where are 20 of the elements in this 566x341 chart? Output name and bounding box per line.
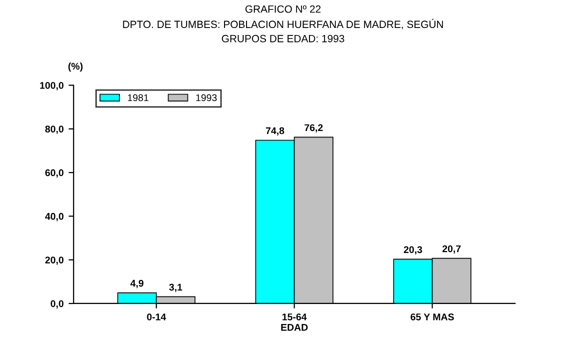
legend-label: 1981: [128, 94, 148, 102]
x-axis-title: EDAD: [281, 324, 308, 331]
data-label: 76,2: [304, 124, 323, 133]
y-axis-title: (%): [68, 62, 83, 72]
y-tick-label: 20,0: [45, 256, 64, 265]
data-label: 74,8: [266, 127, 284, 136]
legend-label: 1993: [196, 94, 217, 102]
data-label: 20,3: [404, 246, 422, 255]
y-tick-label: 60,0: [45, 169, 64, 178]
y-tick-label: 40,0: [45, 212, 64, 222]
data-label: 20,7: [442, 245, 461, 254]
data-label: 3,1: [169, 284, 182, 292]
data-label: 4,9: [130, 280, 144, 288]
y-tick-label: 80,0: [45, 126, 64, 134]
chart-title: GRAFICO Nº 22 DPTO. DE TUMBES: POBLACION HUERFANA DE MADRE, SEGÚN GRUPOS DE EDAD: 1993: [123, 5, 443, 42]
y-tick-label: 0,0: [50, 300, 64, 309]
x-tick-label: 65 Y MAS: [410, 313, 454, 320]
x-tick-label: 15-64: [282, 313, 307, 320]
x-tick-label: 0-14: [147, 313, 166, 320]
y-tick-label: 100,0: [40, 82, 64, 90]
